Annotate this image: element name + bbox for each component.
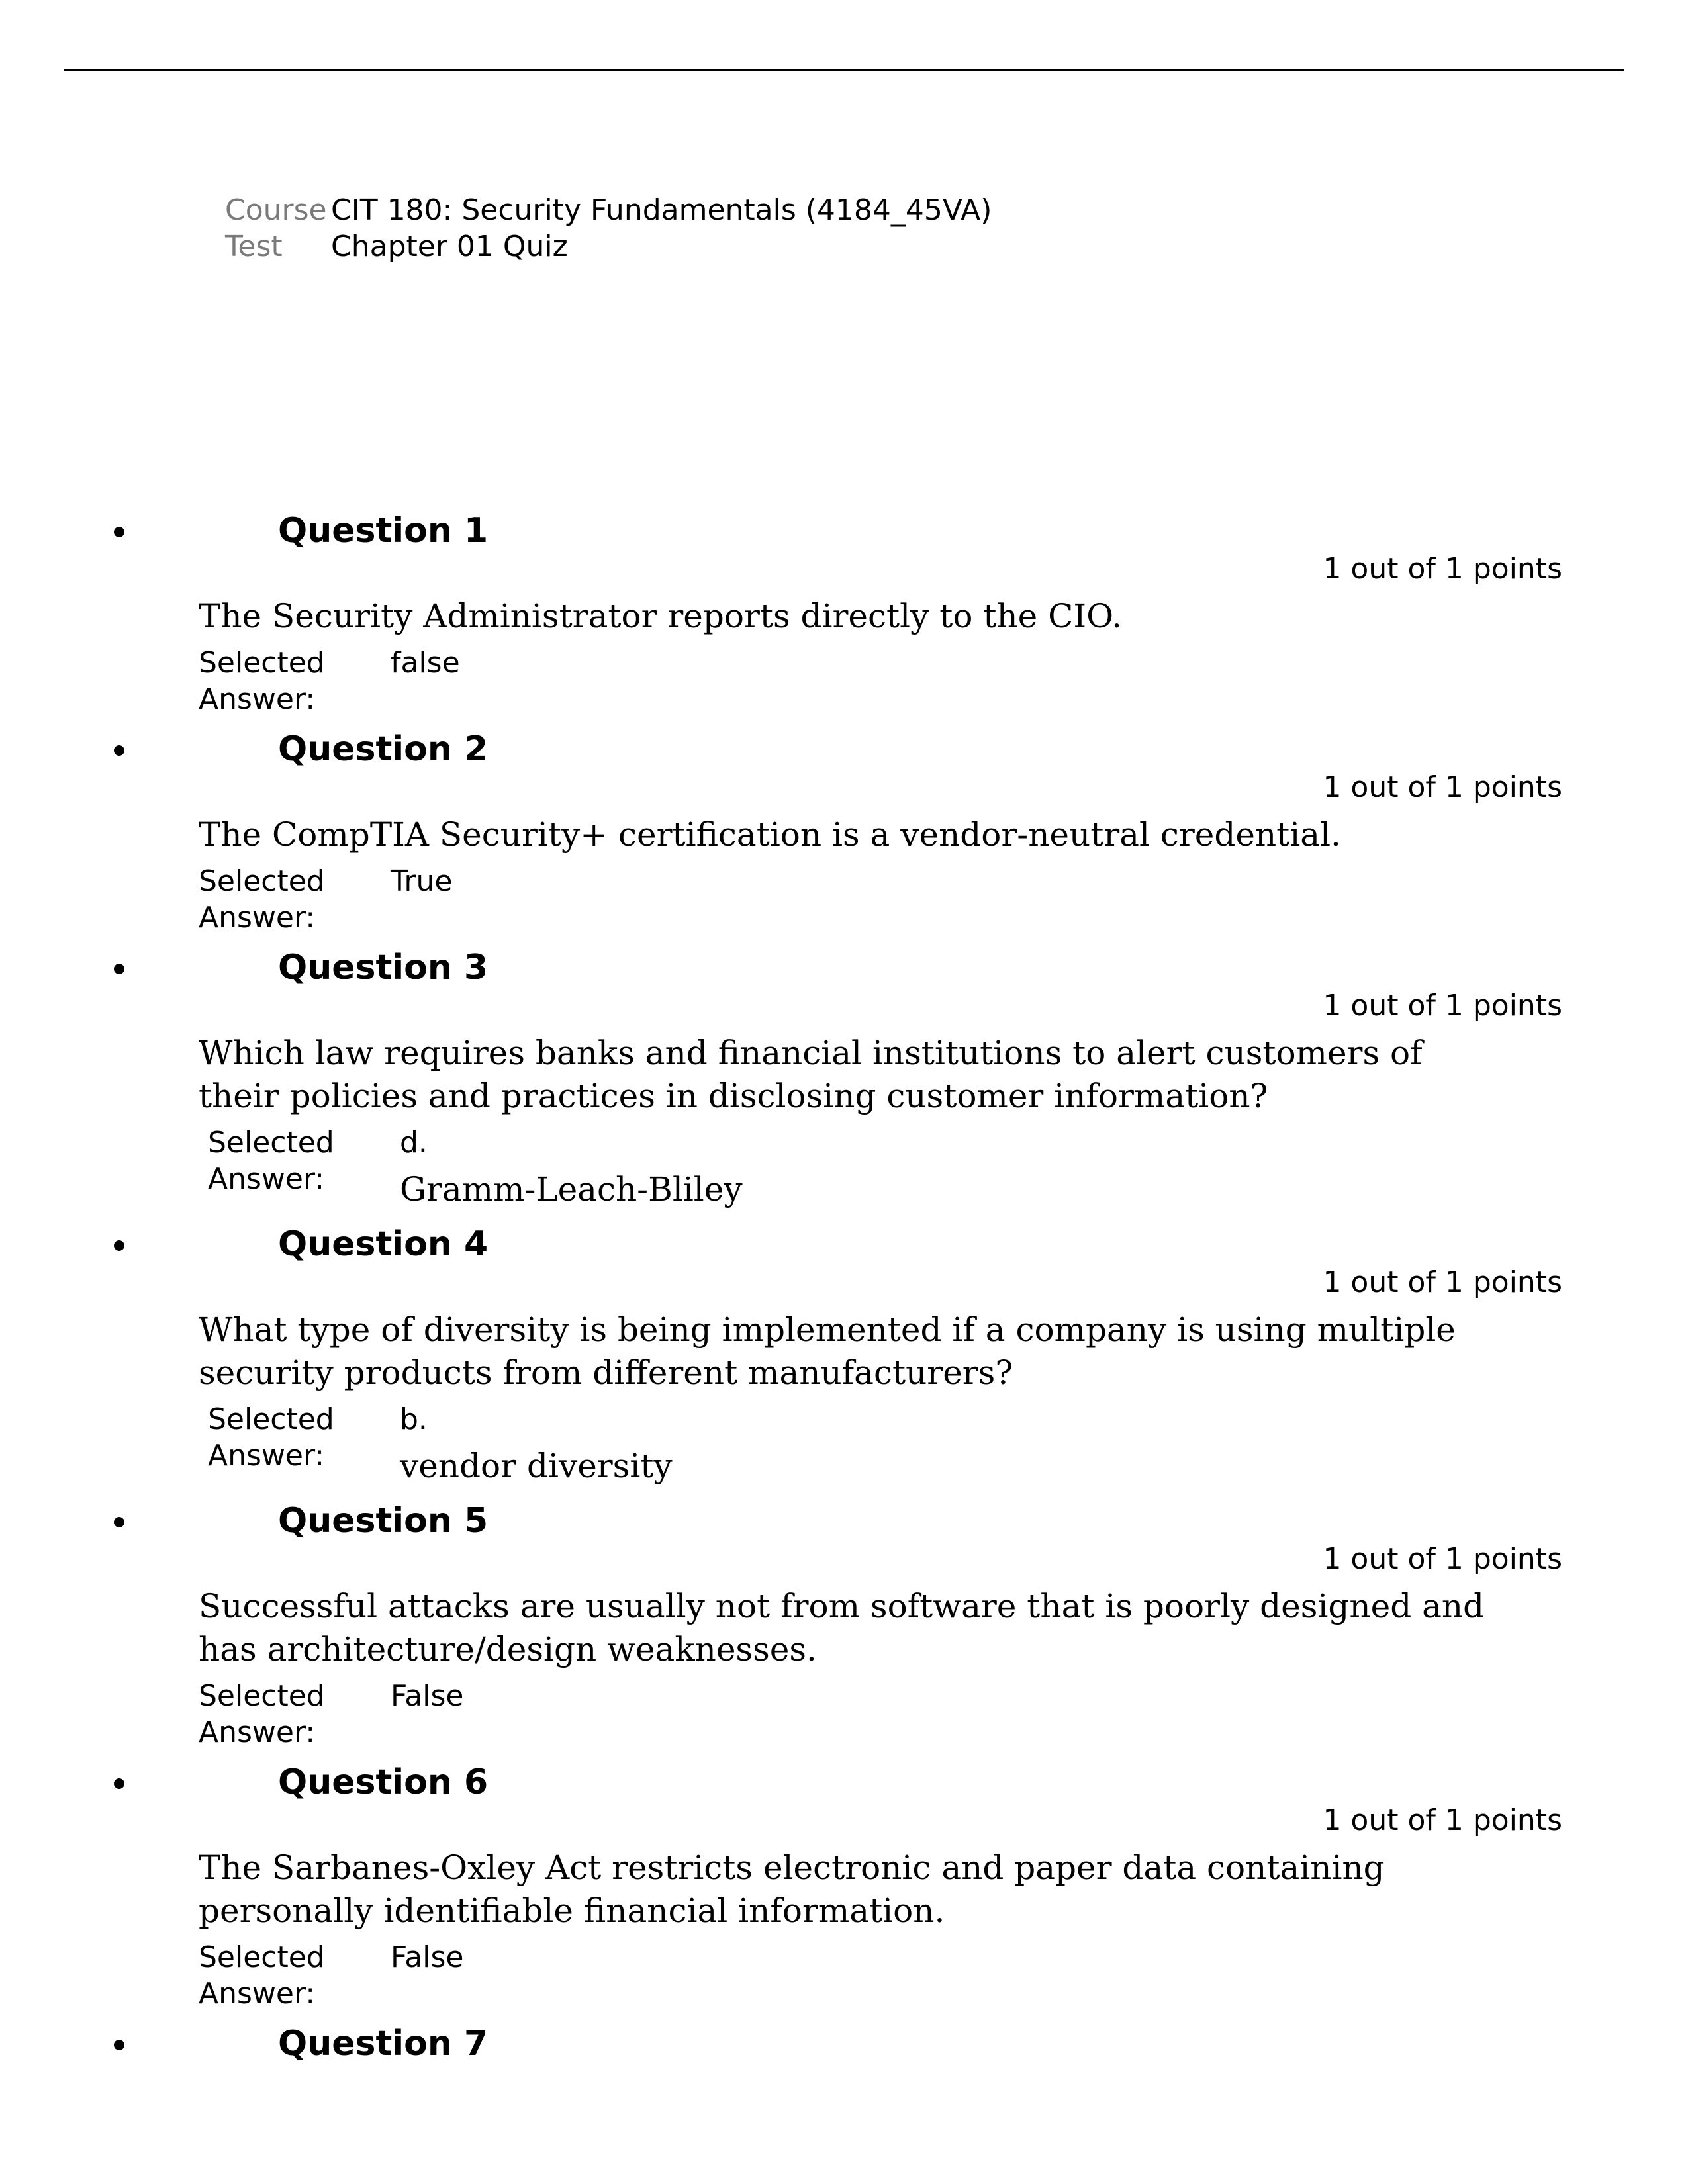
question-points: 1 out of 1 points xyxy=(139,770,1569,804)
question-body: The CompTIA Security+ certification is a… xyxy=(199,813,1569,936)
page-top-rule xyxy=(64,69,1624,71)
question-title: Question 4 xyxy=(278,1216,1569,1269)
question-text: The Security Administrator reports direc… xyxy=(199,595,1503,638)
question-title: Question 3 xyxy=(278,940,1569,993)
question-points: 1 out of 1 points xyxy=(139,1542,1569,1576)
question-body: Successful attacks are usually not from … xyxy=(199,1585,1569,1751)
question-points: 1 out of 1 points xyxy=(139,552,1569,586)
question-text: The CompTIA Security+ certification is a… xyxy=(199,813,1503,856)
question-body: What type of diversity is being implemen… xyxy=(199,1308,1569,1489)
meta-row-test: Test Chapter 01 Quiz xyxy=(225,228,1569,265)
question-title: Question 6 xyxy=(278,1754,1569,1807)
question-list: Question 1 1 out of 1 points The Securit… xyxy=(106,503,1569,2069)
page-content: Course CIT 180: Security Fundamentals (4… xyxy=(106,192,1569,2069)
selected-answer-label: Selected Answer: xyxy=(199,863,391,936)
meta-row-course: Course CIT 180: Security Fundamentals (4… xyxy=(225,192,1569,228)
question-item: Question 6 1 out of 1 points The Sarbane… xyxy=(139,1754,1569,2012)
meta-value-course: CIT 180: Security Fundamentals (4184_45V… xyxy=(331,192,992,228)
answer-row: Selected Answer: False xyxy=(199,1939,1569,2012)
question-body: Which law requires banks and financial i… xyxy=(199,1032,1569,1212)
question-body: The Security Administrator reports direc… xyxy=(199,595,1569,717)
selected-answer-label: Selected Answer: xyxy=(199,1939,391,2012)
question-title: Question 2 xyxy=(278,721,1569,774)
selected-answer-text: Gramm-Leach-Bliley xyxy=(400,1166,743,1212)
selected-answer-value: False xyxy=(391,1678,470,1714)
question-body: The Sarbanes-Oxley Act restricts electro… xyxy=(199,1846,1569,2012)
selected-answer-block: d. Gramm-Leach-Bliley xyxy=(400,1124,743,1212)
selected-answer-value: True xyxy=(391,863,470,899)
meta-label-test: Test xyxy=(225,228,331,265)
question-item: Question 2 1 out of 1 points The CompTIA… xyxy=(139,721,1569,936)
selected-answer-text: vendor diversity xyxy=(400,1443,673,1489)
answer-row: Selected Answer: d. Gramm-Leach-Bliley xyxy=(208,1124,1569,1212)
selected-answer-label: Selected Answer: xyxy=(199,645,391,717)
meta-label-course: Course xyxy=(225,192,331,228)
question-item: Question 1 1 out of 1 points The Securit… xyxy=(139,503,1569,717)
answer-row: Selected Answer: false xyxy=(199,645,1569,717)
question-text: What type of diversity is being implemen… xyxy=(199,1308,1503,1394)
question-points: 1 out of 1 points xyxy=(139,989,1569,1023)
question-points: 1 out of 1 points xyxy=(139,1803,1569,1837)
question-points: 1 out of 1 points xyxy=(139,1265,1569,1299)
question-item: Question 3 1 out of 1 points Which law r… xyxy=(139,940,1569,1212)
question-item: Question 4 1 out of 1 points What type o… xyxy=(139,1216,1569,1489)
answer-row: Selected Answer: True xyxy=(199,863,1569,936)
selected-answer-label: Selected Answer: xyxy=(208,1124,400,1197)
selected-answer-letter: b. xyxy=(400,1401,673,1437)
question-text: Successful attacks are usually not from … xyxy=(199,1585,1503,1671)
selected-answer-value: false xyxy=(391,645,470,681)
question-item: Question 5 1 out of 1 points Successful … xyxy=(139,1493,1569,1751)
answer-row: Selected Answer: b. vendor diversity xyxy=(208,1401,1569,1489)
question-title: Question 1 xyxy=(278,503,1569,556)
question-text: The Sarbanes-Oxley Act restricts electro… xyxy=(199,1846,1503,1933)
selected-answer-block: b. vendor diversity xyxy=(400,1401,673,1489)
question-text: Which law requires banks and financial i… xyxy=(199,1032,1503,1118)
selected-answer-label: Selected Answer: xyxy=(199,1678,391,1751)
question-title: Question 7 xyxy=(278,2016,1569,2069)
selected-answer-label: Selected Answer: xyxy=(208,1401,400,1474)
course-meta: Course CIT 180: Security Fundamentals (4… xyxy=(225,192,1569,265)
selected-answer-letter: d. xyxy=(400,1124,743,1161)
meta-value-test: Chapter 01 Quiz xyxy=(331,228,568,265)
answer-row: Selected Answer: False xyxy=(199,1678,1569,1751)
question-item: Question 7 xyxy=(139,2016,1569,2069)
selected-answer-value: False xyxy=(391,1939,470,1976)
question-title: Question 5 xyxy=(278,1493,1569,1546)
